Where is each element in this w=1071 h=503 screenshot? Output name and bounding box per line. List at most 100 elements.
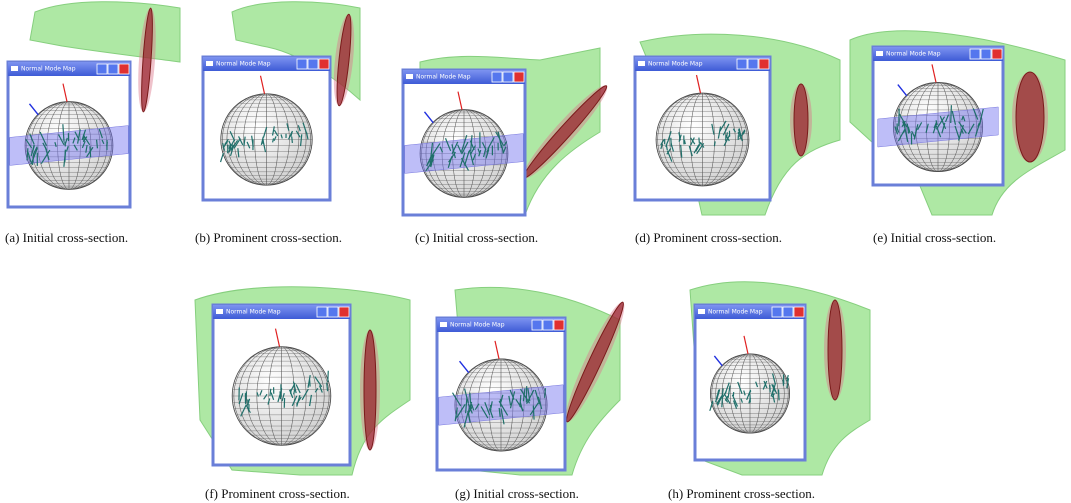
normal-hair — [465, 397, 468, 414]
normal-hair — [519, 402, 524, 412]
normal-hair — [723, 393, 731, 404]
window-button — [736, 58, 748, 70]
normal-hair — [974, 124, 980, 137]
normal-hair — [902, 129, 906, 134]
window-button — [542, 319, 554, 331]
normal-hair — [500, 394, 504, 403]
normal-hair — [246, 398, 251, 406]
cross-section-outline — [793, 83, 809, 157]
normal-hair — [292, 381, 297, 394]
normal-hair — [98, 128, 103, 139]
normal-hair — [721, 388, 724, 397]
normal-hair — [451, 392, 462, 407]
normal-hair — [238, 393, 244, 405]
window-icon — [638, 61, 645, 66]
normal-hair — [690, 137, 695, 146]
axis-blue — [458, 360, 470, 374]
normal-hair — [463, 388, 469, 404]
normal-hair — [74, 131, 80, 141]
normal-hair — [309, 394, 313, 407]
normal-hair — [917, 122, 923, 131]
normal-hair — [439, 146, 444, 153]
normal-hair — [259, 390, 263, 396]
window-icon — [876, 51, 883, 56]
window-button — [969, 48, 981, 60]
axis-red — [259, 75, 266, 94]
normal-hair — [716, 395, 723, 405]
normal-hair — [460, 157, 470, 171]
window-icon — [698, 309, 705, 314]
normal-hair — [293, 389, 296, 395]
normal-hair — [106, 141, 108, 147]
normal-hair — [291, 136, 293, 144]
normal-hair — [962, 116, 966, 122]
normal-hair — [26, 148, 29, 161]
normal-hair — [666, 148, 672, 155]
normal-hair — [272, 138, 275, 143]
axis-red — [743, 335, 749, 355]
normal-hair — [222, 142, 226, 151]
normal-hair — [509, 391, 516, 409]
normal-hair — [271, 126, 275, 136]
normal-hair — [693, 144, 700, 154]
normal-hair — [777, 389, 780, 401]
normal-hair — [224, 138, 229, 146]
normal-hair — [301, 388, 309, 401]
panel: Normal Mode Map — [633, 33, 841, 216]
normal-hair — [737, 381, 743, 394]
normal-hair — [229, 131, 236, 142]
axis-red — [457, 91, 463, 110]
normal-hair — [737, 131, 741, 137]
normal-hair — [469, 392, 472, 404]
cross-section-outline — [1015, 71, 1045, 163]
window-button — [491, 71, 503, 83]
normal-hair — [302, 122, 308, 135]
window-title: Normal Mode Map — [708, 309, 763, 316]
window-button — [513, 71, 525, 83]
normal-hair — [277, 392, 282, 403]
normal-hair — [474, 403, 480, 410]
normal-hair — [461, 141, 469, 155]
window-title: Normal Mode Map — [416, 74, 471, 81]
normal-hair — [709, 401, 714, 411]
window-button — [782, 306, 794, 318]
normal-hair — [480, 406, 489, 419]
normal-hair — [717, 126, 722, 139]
normal-hair — [314, 387, 319, 393]
normal-hair — [489, 408, 494, 419]
normal-hair — [678, 132, 682, 141]
normal-hair — [95, 139, 99, 149]
normal-hair — [233, 138, 241, 149]
normal-hair — [273, 136, 277, 142]
caption: (b) Prominent cross-section. — [195, 230, 342, 245]
axis-blue — [897, 84, 908, 97]
normal-hair — [42, 142, 48, 151]
normal-hair — [737, 129, 743, 142]
panel: Normal Mode Map — [849, 30, 1066, 216]
normal-hair — [89, 146, 92, 158]
normal-hair — [29, 133, 35, 145]
caption: (c) Initial cross-section. — [415, 230, 539, 245]
normal-hair — [537, 396, 543, 410]
window-button — [307, 58, 319, 70]
normal-hair — [740, 398, 743, 403]
normal-hair — [219, 152, 224, 163]
axis-blue — [713, 355, 723, 367]
normal-hair — [526, 389, 535, 405]
normal-hair — [228, 144, 232, 153]
panel: Normal Mode Map — [689, 281, 871, 476]
normal-hair — [54, 142, 57, 148]
normal-hair — [762, 380, 768, 390]
normal-hair — [270, 392, 275, 401]
normal-hair — [245, 391, 248, 405]
normal-hair — [771, 391, 776, 403]
normal-hair — [660, 143, 663, 150]
normal-hair — [711, 123, 715, 135]
axis-red — [62, 83, 68, 102]
normal-hair — [467, 403, 473, 414]
cross-section-outline — [827, 299, 843, 401]
normal-hair — [925, 123, 929, 133]
normal-hair — [715, 389, 720, 403]
normal-hair — [295, 396, 302, 405]
normal-hair — [977, 122, 980, 127]
